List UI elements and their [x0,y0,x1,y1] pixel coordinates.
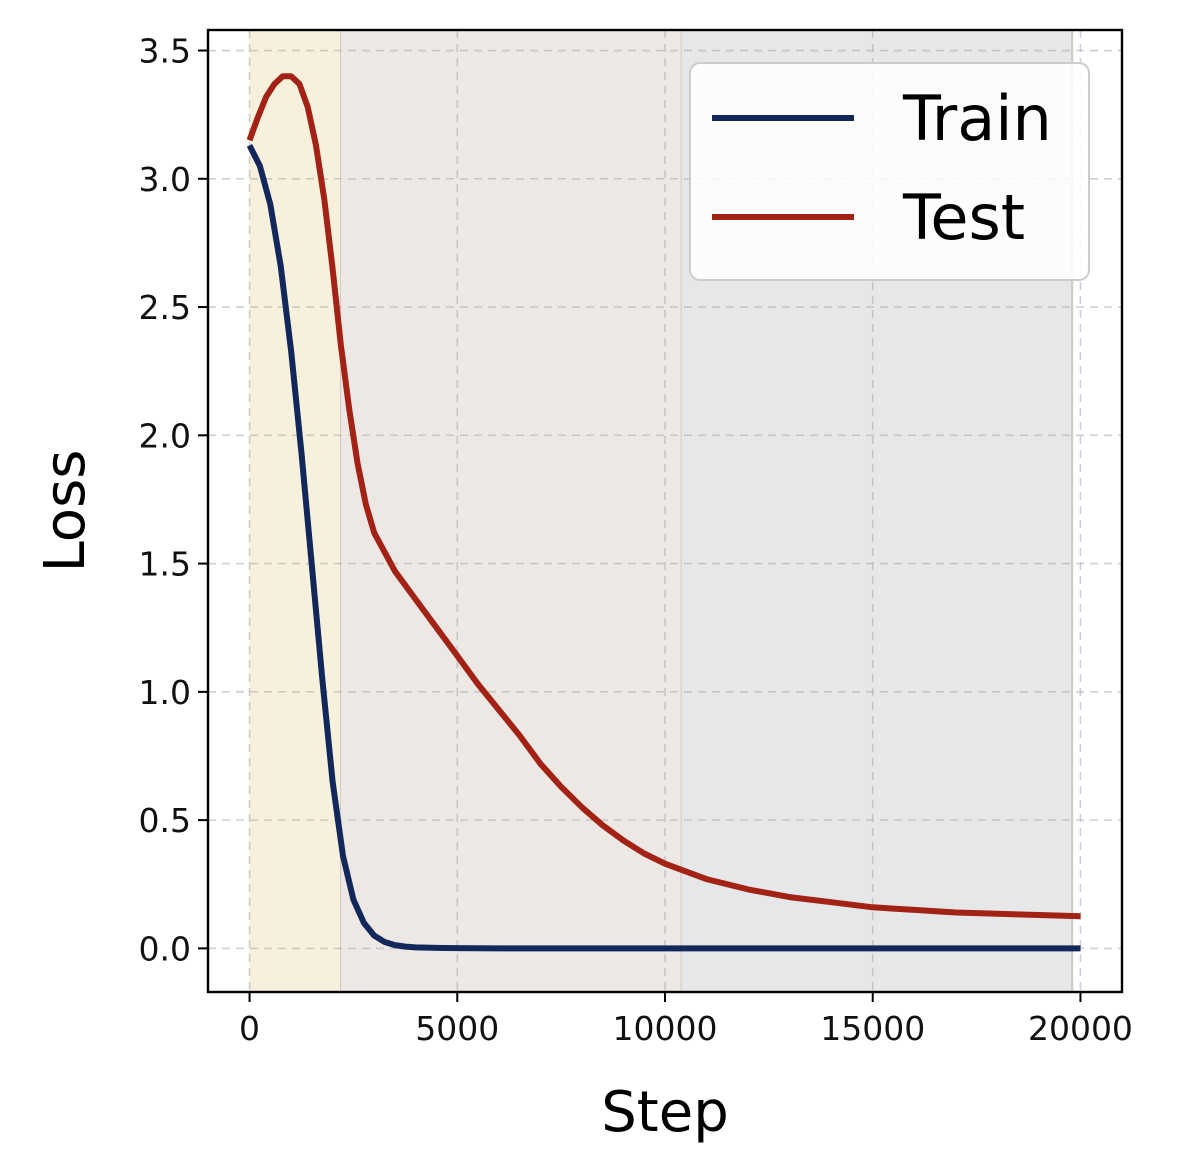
legend-label-train: Train [902,82,1052,155]
y-tick-label-0: 0.0 [139,929,191,968]
y-axis-title: Loss [33,450,98,573]
series-line-test [246,73,1081,920]
y-tick-label-3: 1.5 [139,545,191,584]
x-tick-label-0: 0 [239,1009,260,1048]
y-tick-label-2: 1.0 [139,673,191,712]
grid-lines [208,30,1122,992]
x-axis-ticks: 0 5000 10000 15000 20000 [239,992,1133,1048]
y-axis-ticks: 0.0 0.5 1.0 1.5 2.0 2.5 3.0 3.5 [139,32,208,968]
x-tick-label-2: 10000 [613,1009,718,1048]
y-tick-label-7: 3.5 [139,32,191,71]
x-tick-label-1: 5000 [415,1009,499,1048]
series-line-train [246,144,1081,952]
x-axis-title: Step [601,1080,729,1145]
x-tick-label-4: 20000 [1028,1009,1133,1048]
legend-label-test: Test [902,181,1025,254]
phase-region-2 [340,30,682,992]
y-tick-label-5: 2.5 [139,288,191,327]
series-layer [246,73,1081,952]
y-tick-label-6: 3.0 [139,160,191,199]
y-tick-label-4: 2.0 [139,416,191,455]
y-tick-label-1: 0.5 [139,801,191,840]
x-tick-label-3: 15000 [820,1009,925,1048]
legend: Train Test [689,62,1090,281]
